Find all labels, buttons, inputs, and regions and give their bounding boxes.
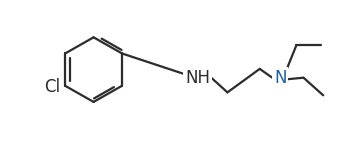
Text: NH: NH [185, 69, 210, 87]
Text: Cl: Cl [44, 78, 60, 96]
Text: N: N [274, 69, 286, 87]
